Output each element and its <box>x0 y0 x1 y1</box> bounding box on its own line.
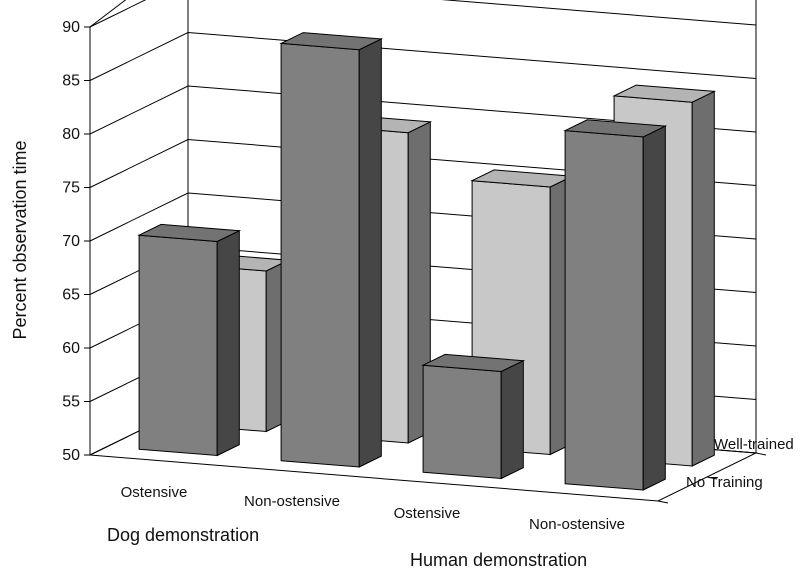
y-tick-label: 70 <box>62 233 80 250</box>
bar-side-face <box>358 38 382 468</box>
y-axis-ticks: 50 55 60 65 70 75 80 85 90 <box>62 19 90 464</box>
y-tick-label: 90 <box>62 19 80 36</box>
category-label: Non-ostensive <box>244 493 340 510</box>
y-tick-label: 60 <box>62 340 80 357</box>
bar-top-face <box>612 84 717 103</box>
bar-no-training-3 <box>563 119 668 491</box>
group-label: Dog demonstration <box>107 525 259 545</box>
gridline <box>89 85 757 135</box>
bar-side-face <box>500 359 524 480</box>
bar-front-face <box>564 130 644 491</box>
bar-front-face <box>422 364 502 480</box>
bar-front-face <box>138 234 218 457</box>
bar-top-face <box>279 32 384 51</box>
bar-top-face <box>137 223 242 243</box>
category-label: Ostensive <box>394 505 461 522</box>
group-label: Human demonstration <box>410 550 587 570</box>
bar-no-training-2 <box>421 353 526 480</box>
bar-front-face <box>280 42 360 468</box>
y-tick-label: 55 <box>62 394 80 411</box>
bar-side-face <box>642 125 666 491</box>
bar-side-face <box>691 90 715 467</box>
category-label: Non-ostensive <box>529 516 625 533</box>
y-tick-label: 75 <box>62 180 80 197</box>
gridline <box>89 0 757 28</box>
depth-tick-mark <box>706 476 718 480</box>
y-tick-label: 50 <box>62 447 80 464</box>
series-axis-label: No Training <box>686 474 763 491</box>
bar-top-face <box>563 119 668 138</box>
bars <box>137 32 717 491</box>
y-axis-title: Percent observation time <box>10 140 30 339</box>
axis-labels: Percent observation time Ostensive Non-ost… <box>10 140 794 570</box>
y-tick-label: 85 <box>62 73 80 90</box>
bar-no-training-0 <box>137 223 242 457</box>
bar-side-face <box>216 229 240 457</box>
depth-tick-mark <box>755 452 767 456</box>
depth-tick-mark <box>657 500 669 504</box>
gridline <box>89 31 757 81</box>
bar-top-face <box>421 353 526 373</box>
series-axis-label: Well-trained <box>714 436 794 453</box>
y-tick-label: 65 <box>62 287 80 304</box>
category-label: Ostensive <box>121 484 188 501</box>
bar-no-training-1 <box>279 32 384 468</box>
y-tick-label: 80 <box>62 126 80 143</box>
